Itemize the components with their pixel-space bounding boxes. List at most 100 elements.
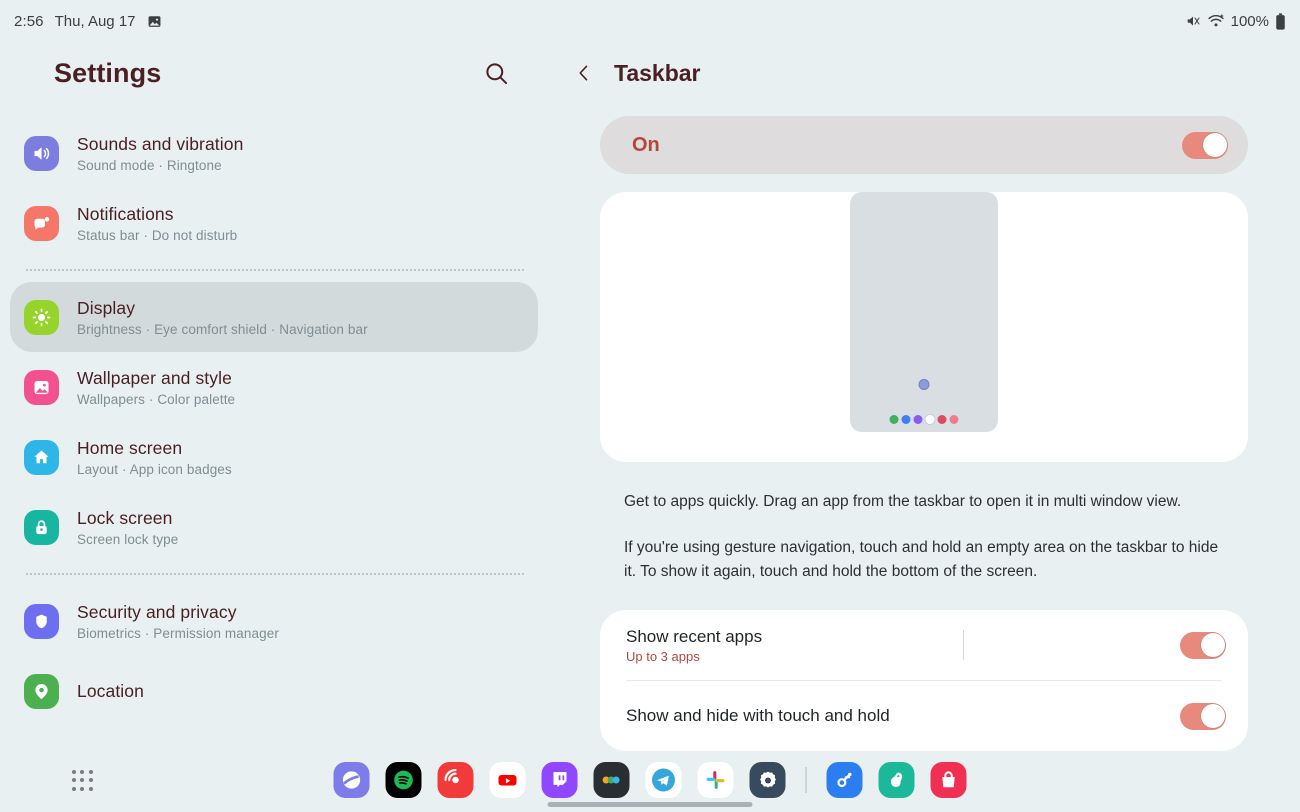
sidebar-item-location[interactable]: Location <box>10 656 538 726</box>
drawer-dot <box>88 786 93 791</box>
sidebar-item-sounds-and-vibration[interactable]: Sounds and vibration Sound mode · Ringto… <box>10 118 538 188</box>
option-row-show-and-hide[interactable]: Show and hide with touch and hold <box>600 681 1248 751</box>
drawer-dot <box>72 770 76 774</box>
taskbar-app-pocket-casts-icon[interactable] <box>437 762 474 798</box>
drawer-dot <box>80 778 85 783</box>
detail-title: Taskbar <box>614 59 701 86</box>
wallpaper-icon <box>24 369 59 405</box>
sidebar-item-sublabel: Biometrics · Permission manager <box>77 625 279 641</box>
drawer-dot <box>80 770 85 774</box>
gesture-navigation-bar[interactable] <box>547 802 753 807</box>
option-row-separator <box>626 680 1222 682</box>
sidebar-item-texts: Sounds and vibration Sound mode · Ringto… <box>77 134 243 173</box>
page-title: Settings <box>54 57 162 88</box>
taskbar-app-telegram-icon[interactable] <box>645 762 682 798</box>
back-chevron-icon[interactable] <box>570 58 598 88</box>
sidebar-item-notifications[interactable]: Notifications Status bar · Do not distur… <box>10 188 538 258</box>
display-icon <box>24 299 59 335</box>
sidebar-item-label: Security and privacy <box>77 601 237 622</box>
taskbar-app-tangem-icon[interactable] <box>826 762 863 798</box>
sidebar-item-texts: Location <box>77 681 144 702</box>
taskbar-app-tusky-icon[interactable] <box>878 762 915 798</box>
toggle-knob <box>1200 633 1225 658</box>
taskbar-app-spotify-icon[interactable] <box>385 762 422 798</box>
taskbar-detail-pane: Taskbar On <box>548 42 1300 812</box>
notifications-icon <box>24 205 59 241</box>
image-icon <box>147 14 162 29</box>
location-icon <box>24 673 59 709</box>
sidebar-divider <box>26 573 524 575</box>
taskbar-options-card: Show recent apps Up to 3 apps Show and h… <box>600 610 1248 752</box>
sidebar-item-display[interactable]: Display Brightness · Eye comfort shield … <box>10 282 538 352</box>
status-bar: 2:56 Thu, Aug 17 100% <box>0 0 1300 42</box>
sound-icon <box>24 135 59 171</box>
sidebar-nav-list: Sounds and vibration Sound mode · Ringto… <box>0 104 548 726</box>
description-paragraph-2: If you're using gesture navigation, touc… <box>624 539 1219 581</box>
app-drawer-icon[interactable] <box>72 770 94 792</box>
taskbar-app-mastodon-client-icon[interactable] <box>593 762 630 798</box>
status-bar-right: 100% <box>1185 13 1286 30</box>
sidebar-item-label: Lock screen <box>77 507 173 528</box>
tablet-illustration <box>850 192 998 432</box>
taskbar-app-youtube-icon[interactable] <box>489 762 526 798</box>
sidebar-divider <box>26 269 524 271</box>
drawer-dot <box>72 778 76 783</box>
sidebar-item-label: Sounds and vibration <box>77 133 244 154</box>
settings-sidebar: Settings Sounds and vibration Sound mode… <box>0 42 548 812</box>
sidebar-item-label: Home screen <box>77 437 183 458</box>
sidebar-item-security-and-privacy[interactable]: Security and privacy Biometrics · Permis… <box>10 586 538 656</box>
option-row-show-recent-apps[interactable]: Show recent apps Up to 3 apps <box>600 610 1248 680</box>
taskbar-app-twitch-icon[interactable] <box>541 762 578 798</box>
sidebar-item-sublabel: Screen lock type <box>77 531 179 547</box>
sidebar-item-texts: Display Brightness · Eye comfort shield … <box>77 298 368 337</box>
show-and-hide-toggle[interactable] <box>1180 702 1226 730</box>
taskbar-app-settings-icon[interactable] <box>749 762 786 798</box>
taskbar-master-toggle[interactable] <box>1182 131 1228 159</box>
drawer-dot <box>72 786 76 791</box>
status-date: Thu, Aug 17 <box>54 12 136 30</box>
description-paragraph-1: Get to apps quickly. Drag an app from th… <box>624 493 1182 510</box>
sidebar-item-texts: Lock screen Screen lock type <box>77 508 178 547</box>
status-bar-left: 2:56 Thu, Aug 17 <box>14 13 162 30</box>
option-title: Show and hide with touch and hold <box>626 706 890 726</box>
sidebar-item-sublabel: Wallpapers · Color palette <box>77 391 236 407</box>
sidebar-item-wallpaper-and-style[interactable]: Wallpaper and style Wallpapers · Color p… <box>10 352 538 422</box>
drawer-dot <box>80 786 85 791</box>
search-icon[interactable] <box>477 54 516 93</box>
sidebar-item-label: Location <box>77 680 144 701</box>
sidebar-item-texts: Security and privacy Biometrics · Permis… <box>77 602 279 641</box>
taskbar-master-switch-row[interactable]: On <box>600 116 1248 174</box>
master-switch-label: On <box>632 133 660 156</box>
drawer-dot <box>88 770 93 774</box>
taskbar-app-galaxy-store-icon[interactable] <box>930 762 967 798</box>
toggle-knob <box>1202 133 1227 157</box>
status-time: 2:56 <box>14 12 44 30</box>
taskbar-app-slack-icon[interactable] <box>697 762 734 798</box>
sidebar-item-sublabel: Brightness · Eye comfort shield · Naviga… <box>77 321 368 337</box>
sidebar-item-lock-screen[interactable]: Lock screen Screen lock type <box>10 492 538 562</box>
battery-percent: 100% <box>1230 12 1269 30</box>
preview-dot <box>889 415 899 424</box>
wifi-icon <box>1207 13 1225 29</box>
sidebar-item-sublabel: Layout · App icon badges <box>77 461 232 477</box>
preview-dot <box>949 415 959 424</box>
taskbar-app-samsung-internet-icon[interactable] <box>333 762 370 798</box>
option-vertical-divider <box>962 630 964 661</box>
option-texts: Show recent apps Up to 3 apps <box>626 627 762 664</box>
detail-header: Taskbar <box>548 42 1300 104</box>
toggle-knob <box>1200 704 1225 729</box>
taskbar-preview-card <box>600 192 1248 462</box>
show-recent-apps-toggle[interactable] <box>1180 631 1226 659</box>
taskbar-app-list <box>333 762 967 798</box>
option-texts: Show and hide with touch and hold <box>626 706 890 726</box>
taskbar-separator <box>805 767 807 793</box>
sidebar-item-texts: Notifications Status bar · Do not distur… <box>77 204 237 243</box>
sidebar-item-label: Notifications <box>77 203 174 224</box>
preview-cursor-dot <box>918 379 930 390</box>
sidebar-item-home-screen[interactable]: Home screen Layout · App icon badges <box>10 422 538 492</box>
preview-taskbar-dots <box>889 415 959 424</box>
sidebar-item-label: Display <box>77 297 136 318</box>
mute-icon <box>1185 13 1201 29</box>
battery-full-icon <box>1275 12 1286 30</box>
